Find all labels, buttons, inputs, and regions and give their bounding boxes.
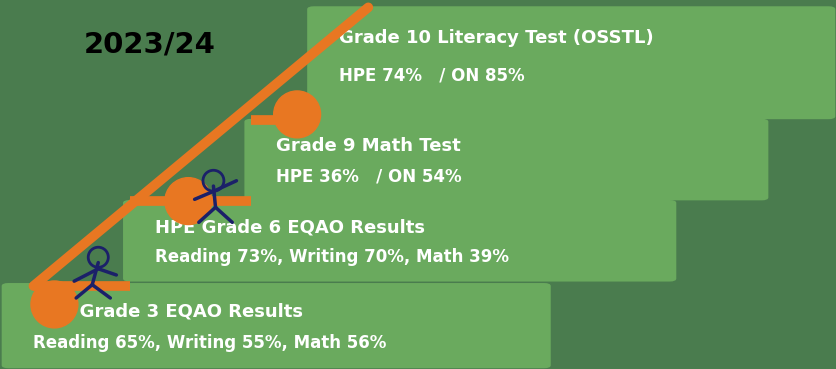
Text: 2023/24: 2023/24 [84,30,216,58]
Text: HPE 74%   / ON 85%: HPE 74% / ON 85% [339,66,524,85]
FancyBboxPatch shape [123,200,675,282]
Text: Grade 9 Math Test: Grade 9 Math Test [276,137,461,155]
Ellipse shape [165,177,212,225]
FancyBboxPatch shape [244,119,767,200]
Text: Grade 10 Literacy Test (OSSTL): Grade 10 Literacy Test (OSSTL) [339,29,653,47]
Text: HPE Grade 6 EQAO Results: HPE Grade 6 EQAO Results [155,218,425,236]
Text: HPE 36%   / ON 54%: HPE 36% / ON 54% [276,167,461,185]
FancyBboxPatch shape [2,283,550,368]
Ellipse shape [31,281,78,328]
Text: HPE Grade 3 EQAO Results: HPE Grade 3 EQAO Results [33,302,303,320]
FancyBboxPatch shape [307,6,834,119]
Text: Reading 65%, Writing 55%, Math 56%: Reading 65%, Writing 55%, Math 56% [33,334,386,352]
Ellipse shape [273,91,320,138]
Text: Reading 73%, Writing 70%, Math 39%: Reading 73%, Writing 70%, Math 39% [155,248,508,266]
